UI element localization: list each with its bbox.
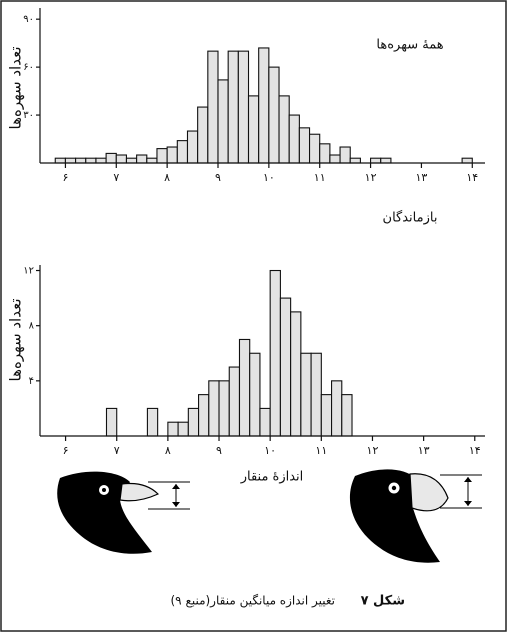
y-tick-label: ۴ [29, 376, 34, 387]
histogram-bar [75, 157, 87, 164]
histogram-bar [208, 380, 220, 437]
histogram-bar [298, 127, 311, 164]
x-tick-label: ۹ [216, 444, 222, 457]
histogram-bar [300, 352, 312, 437]
histogram-bar [370, 157, 382, 164]
histogram-bar [186, 130, 199, 164]
histogram-bar [319, 143, 331, 164]
histogram-bar [331, 380, 343, 437]
histogram-bar [95, 157, 107, 164]
histogram-bar [279, 297, 292, 437]
histogram-bar [125, 157, 138, 164]
x-tick-label: ۶ [63, 444, 69, 457]
histogram-bar [259, 407, 271, 437]
histogram-bar [187, 407, 200, 437]
histogram-bar [207, 50, 219, 164]
y-tick-label: ۹۰ [23, 14, 34, 25]
histogram-bar [105, 152, 117, 164]
x-tick-label: ۸ [164, 171, 170, 184]
histogram-bar [54, 157, 66, 164]
x-tick-label: ۱۰ [264, 444, 276, 457]
histogram-bar [247, 95, 260, 164]
chart-title: همهٔ سهره‌ها [376, 38, 443, 53]
x-tick-label: ۹ [215, 171, 221, 184]
histogram-bar [136, 154, 148, 164]
y-tick-label: ۸ [29, 321, 35, 332]
histogram-bar [238, 338, 251, 437]
small-beak-bird [57, 471, 190, 554]
histogram-bar [329, 154, 341, 164]
histogram-bar [166, 146, 178, 164]
histogram-bar [197, 106, 209, 164]
histogram-bar [288, 114, 300, 164]
histogram-bar [167, 421, 179, 437]
chart-title: بازماندگان [383, 210, 438, 226]
histogram-bar [64, 157, 77, 164]
x-tick-label: ۱۲ [367, 444, 379, 457]
histogram-bar [146, 157, 158, 164]
histogram-bar [227, 50, 239, 164]
histogram-bar [341, 394, 353, 437]
histogram-bar [115, 154, 128, 164]
x-tick-label: ۱۳ [418, 444, 430, 457]
histogram-bar [380, 157, 392, 164]
x-tick-label: ۸ [165, 444, 171, 457]
histogram-bar [461, 157, 473, 164]
histogram-bar [146, 407, 159, 437]
x-tick-label: ۶ [62, 171, 68, 184]
x-tick-label: ۷ [114, 444, 120, 457]
histogram-bar [349, 157, 361, 164]
histogram-bar [198, 394, 210, 437]
histogram-bar [237, 50, 250, 164]
histogram-bar [176, 140, 189, 164]
figure-label: شکل ۷ [361, 594, 405, 609]
x-tick-label: ۷ [113, 171, 119, 184]
histogram-bar [310, 352, 322, 437]
x-tick-label: ۱۰ [263, 171, 275, 184]
x-tick-label: ۱۴ [469, 444, 481, 457]
histogram-bar [278, 95, 290, 164]
histogram-bar [177, 421, 189, 437]
y-tick-label: ۱۲ [23, 266, 34, 277]
histogram-bar [320, 394, 333, 437]
x-tick-label: ۱۴ [466, 171, 478, 184]
histogram-bar [217, 79, 229, 164]
histogram-bar [249, 352, 261, 437]
x-axis-label: اندازهٔ منقار [240, 470, 304, 485]
histogram-bar [218, 380, 230, 437]
y-tick-label: ۳۰ [23, 110, 34, 121]
x-tick-label: ۱۳ [416, 171, 428, 184]
histogram-bar [290, 311, 302, 437]
y-axis-label: تعداد سهره‌ها [7, 299, 25, 382]
histogram-bar [258, 47, 270, 164]
histogram-bar [268, 66, 280, 164]
x-tick-label: ۱۱ [315, 444, 327, 457]
histogram-bar [85, 157, 97, 164]
x-tick-label: ۱۲ [365, 171, 377, 184]
histogram-bar [269, 269, 281, 437]
histogram-bar [308, 133, 321, 164]
y-axis-label: تعداد سهره‌ها [7, 47, 25, 130]
histogram-bar [228, 366, 241, 437]
large-beak-bird [349, 469, 482, 563]
x-tick-label: ۱۱ [314, 171, 326, 184]
histogram-bar [156, 148, 168, 164]
histogram-bar [339, 146, 351, 164]
figure-caption: تغییر اندازه میانگین منقار(منبع ۹) [170, 594, 335, 609]
y-tick-label: ۶۰ [23, 62, 34, 73]
histogram-bar [105, 407, 118, 437]
